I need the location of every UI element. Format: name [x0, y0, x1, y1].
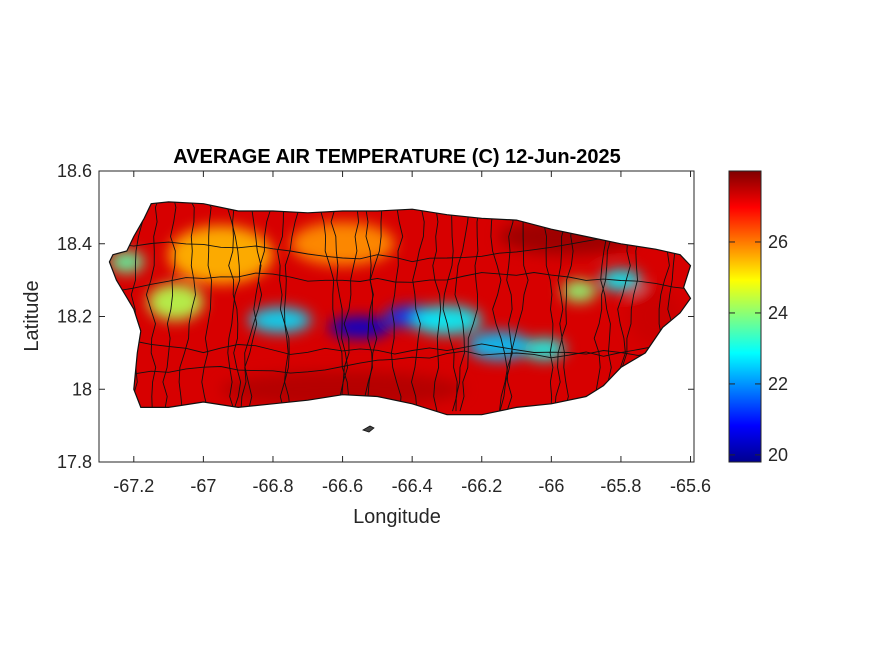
municipality-boundary-v16 [390, 201, 404, 412]
y-tick-label: 18.2 [57, 307, 92, 327]
municipality-boundary-h2 [116, 340, 691, 355]
map-title: AVERAGE AIR TEMPERATURE (C) 12-Jun-2025 [173, 146, 620, 168]
y-tick-label: 18 [72, 379, 92, 399]
municipality-boundary-v8 [240, 201, 272, 412]
municipality-boundaries [116, 201, 691, 412]
temperature-anomaly-11 [290, 222, 395, 266]
municipality-boundary-v12 [330, 201, 349, 412]
temperature-anomaly-0 [328, 316, 392, 339]
x-axis-ticks: -67.2 -67 -66.8 -66.6 -66.4 -66.2 -66 -65.8 -65.… [113, 171, 711, 496]
municipality-boundary-v10 [284, 201, 304, 412]
y-tick-label: 17.8 [57, 452, 92, 472]
x-tick-label: -66.4 [392, 476, 433, 496]
municipality-boundary-v25 [542, 201, 554, 412]
municipality-boundary-v23 [499, 201, 515, 412]
colorbar-ticks: 20 22 24 26 [729, 232, 788, 465]
small-island-outline [362, 425, 375, 433]
municipality-boundary-v20 [454, 201, 470, 412]
colorbar-tick-label: 26 [768, 232, 788, 252]
x-axis-label: Longitude [353, 506, 441, 528]
municipality-boundary-v6 [228, 201, 242, 412]
map-axes: -67.2 -67 -66.8 -66.6 -66.4 -66.2 -66 -65.8 -65.… [57, 161, 711, 496]
temperature-anomaly-7 [561, 280, 597, 302]
colorbar-gradient [728, 170, 762, 463]
municipality-boundary-h0 [116, 230, 691, 263]
temperature-anomaly-4 [467, 331, 531, 361]
temperature-anomaly-10 [168, 225, 273, 284]
municipality-boundary-v18 [432, 201, 442, 412]
colorbar-tick-label: 20 [768, 445, 788, 465]
x-tick-label: -67 [190, 476, 216, 496]
temperature-anomaly-2 [248, 307, 312, 333]
municipality-boundary-h1 [116, 272, 691, 292]
municipality-boundary-v15 [362, 201, 385, 412]
municipality-boundary-v4 [201, 201, 212, 412]
x-tick-label: -66 [538, 476, 564, 496]
x-tick-label: -66.6 [322, 476, 363, 496]
municipality-boundary-v5 [222, 201, 241, 412]
municipality-boundary-v21 [459, 201, 482, 412]
municipality-boundary-v17 [411, 201, 425, 412]
x-tick-label: -65.6 [670, 476, 711, 496]
colorbar: 20 22 24 26 [728, 170, 788, 465]
colorbar-tick-label: 24 [768, 303, 788, 323]
municipality-boundary-v3 [178, 201, 196, 412]
municipality-boundary-v24 [499, 201, 531, 412]
y-axis-label: Latitude [21, 280, 43, 351]
x-tick-label: -66.2 [461, 476, 502, 496]
y-axis-ticks: 17.8 18 18.2 18.4 18.6 [57, 161, 694, 472]
municipality-boundary-v2 [162, 201, 177, 412]
municipality-boundary-v9 [277, 201, 289, 412]
municipality-boundary-h3 [116, 346, 691, 379]
temperature-anomalies [109, 218, 684, 408]
municipality-boundary-v1 [145, 201, 159, 412]
y-tick-label: 18.6 [57, 161, 92, 181]
municipality-boundary-v0 [130, 201, 143, 412]
x-tick-label: -66.8 [252, 476, 293, 496]
municipality-boundary-v11 [319, 201, 353, 412]
municipality-boundary-v19 [442, 201, 458, 412]
municipality-boundary-v7 [244, 201, 263, 412]
temperature-anomaly-8 [147, 283, 204, 321]
x-tick-label: -67.2 [113, 476, 154, 496]
municipality-boundary-v13 [339, 201, 360, 412]
colorbar-tick-label: 22 [768, 374, 788, 394]
temperature-anomaly-3 [412, 305, 482, 335]
x-tick-label: -65.8 [600, 476, 641, 496]
y-tick-label: 18.4 [57, 234, 92, 254]
island-coastline [108, 201, 692, 416]
